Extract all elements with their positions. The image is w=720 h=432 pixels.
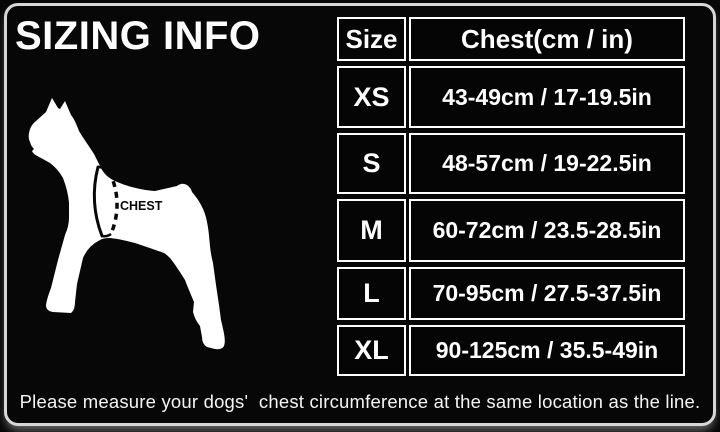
row-s-size: S (337, 133, 406, 194)
row-xl-size: XL (337, 325, 406, 376)
size-table: Size Chest(cm / in) XS 43-49cm / 17-19.5… (337, 17, 685, 376)
row-s-chest: 48-57cm / 19-22.5in (409, 133, 685, 194)
chest-label: CHEST (120, 199, 163, 213)
row-m-size: M (337, 199, 406, 262)
row-l-size: L (337, 267, 406, 320)
chest-band-bottom-edge (101, 232, 112, 238)
dog-silhouette-icon: CHEST (28, 98, 225, 350)
measurement-instruction: Please measure your dogs' chest circumfe… (19, 391, 701, 412)
chest-band-solid-line (92, 165, 104, 238)
row-l-chest: 70-95cm / 27.5-37.5in (409, 267, 685, 320)
header-chest: Chest(cm / in) (409, 17, 685, 61)
dog-silhouette-graphic: CHEST (25, 88, 225, 353)
page-title: SIZING INFO (15, 14, 261, 58)
chest-band-top-edge (97, 165, 110, 172)
chest-band-dashed-line (107, 170, 119, 235)
header-size: Size (337, 17, 406, 61)
row-m-chest: 60-72cm / 23.5-28.5in (409, 199, 685, 262)
row-xl-chest: 90-125cm / 35.5-49in (409, 325, 685, 376)
row-xs-size: XS (337, 66, 406, 128)
row-xs-chest: 43-49cm / 17-19.5in (409, 66, 685, 128)
